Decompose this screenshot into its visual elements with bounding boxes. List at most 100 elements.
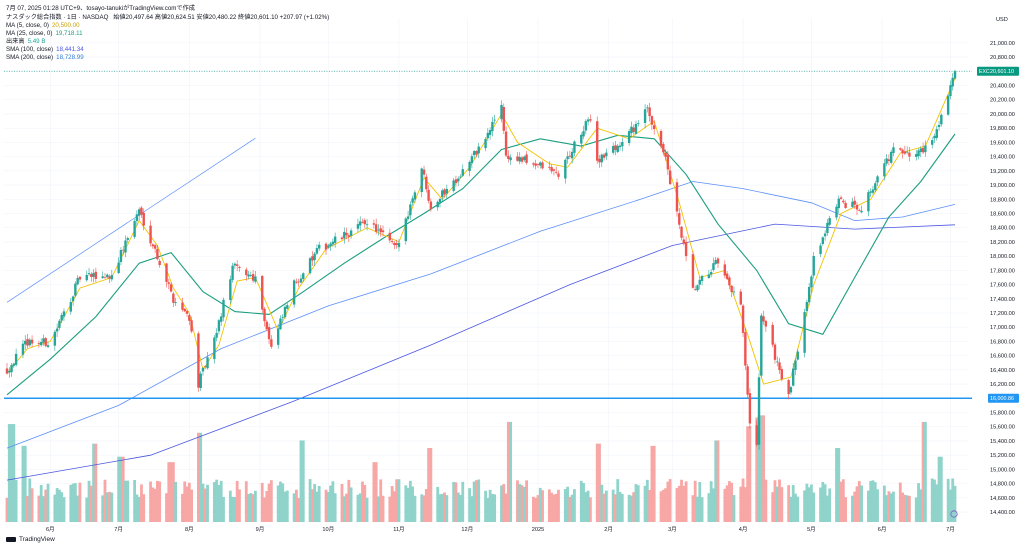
candle-body — [899, 148, 902, 150]
candle — [55, 323, 59, 338]
volume-bar — [668, 479, 672, 522]
instrument-name[interactable]: ナスダック総合指数 · 1日 · NASDAQ — [6, 14, 109, 21]
volume-bar — [835, 448, 838, 522]
y-tick-label: 14,400.00 — [990, 510, 1015, 516]
candle-body — [637, 123, 640, 124]
candle-body — [680, 226, 683, 238]
volume-bar — [301, 440, 305, 522]
candle — [871, 185, 875, 195]
candle-body — [359, 221, 362, 226]
candle-body — [709, 272, 713, 275]
volume-bar — [315, 491, 319, 522]
volume-bar — [876, 489, 879, 522]
candle-body — [889, 151, 893, 163]
candle — [356, 218, 360, 233]
candle-body — [363, 220, 366, 225]
candle-body — [566, 156, 569, 160]
candle-body — [694, 289, 697, 291]
candle — [425, 173, 428, 193]
candle-body — [324, 243, 328, 250]
candle-body — [206, 357, 209, 369]
candle-body — [181, 302, 184, 310]
candle — [741, 303, 745, 338]
candle — [921, 142, 925, 155]
candle — [229, 275, 232, 304]
candle-body — [810, 276, 813, 288]
volume-bar — [869, 480, 873, 522]
candle-body — [805, 302, 809, 311]
candle — [739, 288, 742, 306]
indicator-ma25-value: 19,718.11 — [55, 30, 83, 37]
volume-bar — [844, 497, 848, 522]
candle — [372, 219, 376, 229]
indicator-ma5[interactable]: MA (5, close, 0) 20,500.00 — [6, 22, 80, 29]
indicator-sma100[interactable]: SMA (100, close) 18,441.34 — [6, 46, 84, 53]
candle-body — [860, 210, 863, 213]
volume-bar — [42, 496, 45, 522]
volume-bar — [324, 489, 328, 522]
candle-body — [794, 360, 797, 370]
candle-body — [504, 131, 508, 156]
candle — [206, 352, 209, 370]
candle-body — [172, 293, 175, 303]
volume-bar — [206, 484, 209, 522]
volume-bar — [566, 486, 569, 522]
candle — [744, 327, 747, 371]
candle — [792, 363, 795, 387]
volume-bar — [263, 497, 266, 522]
candle — [668, 165, 672, 185]
volume-bar — [89, 485, 93, 522]
candle-body — [919, 148, 923, 152]
volume-bar — [395, 479, 399, 522]
candle-body — [837, 198, 840, 209]
volume-bar — [217, 484, 221, 522]
volume-bar — [219, 480, 223, 522]
x-tick-label: 9月 — [256, 526, 265, 533]
candle — [172, 291, 175, 307]
candle — [78, 275, 82, 283]
volume-bar — [197, 432, 200, 522]
candle-body — [518, 157, 521, 162]
candle — [621, 137, 624, 152]
volume-bar — [404, 485, 408, 522]
y-tick-label: 18,000.00 — [990, 254, 1015, 260]
indicator-ma25[interactable]: MA (25, close, 0) 19,718.11 — [6, 30, 83, 37]
candle-body — [108, 276, 111, 279]
settings-circle-icon[interactable] — [950, 510, 958, 518]
candle-body — [333, 236, 337, 243]
candle-body — [39, 342, 43, 346]
footer-brand[interactable]: TradingView — [6, 536, 55, 543]
indicator-volume[interactable]: 出来高 5.49 B — [6, 38, 45, 45]
candle — [343, 227, 346, 244]
x-tick-label: 11月 — [393, 526, 404, 533]
candle-body — [855, 204, 859, 210]
candle — [901, 148, 904, 159]
volume-bar — [472, 481, 476, 522]
candle-body — [826, 222, 829, 233]
volume-bar — [26, 495, 29, 522]
candle-body — [308, 258, 312, 274]
candle-body — [265, 321, 268, 330]
candle — [643, 104, 647, 129]
candle — [698, 276, 701, 290]
candle — [776, 356, 779, 367]
candle — [892, 142, 895, 157]
candle-body — [614, 145, 617, 151]
candle — [119, 247, 123, 266]
axis-layer: 14,400.00 14,600.00 14,800.00 15,000.00 15,2… — [46, 17, 1015, 533]
candle-body — [931, 140, 934, 145]
candle — [374, 218, 378, 235]
volume-bar — [260, 482, 264, 522]
volume-bar — [796, 496, 800, 522]
candle — [188, 314, 191, 326]
volume-bar — [249, 493, 253, 522]
indicator-sma200[interactable]: SMA (200, close) 18,728.99 — [6, 54, 84, 61]
candle — [308, 256, 312, 275]
candle — [365, 219, 369, 231]
x-tick-label: 2025 — [532, 527, 544, 533]
y-tick-label: 17,800.00 — [990, 268, 1015, 274]
candle-body — [484, 138, 487, 149]
candle-body — [744, 332, 747, 366]
candle-body — [739, 291, 742, 305]
candle-body — [76, 278, 79, 285]
